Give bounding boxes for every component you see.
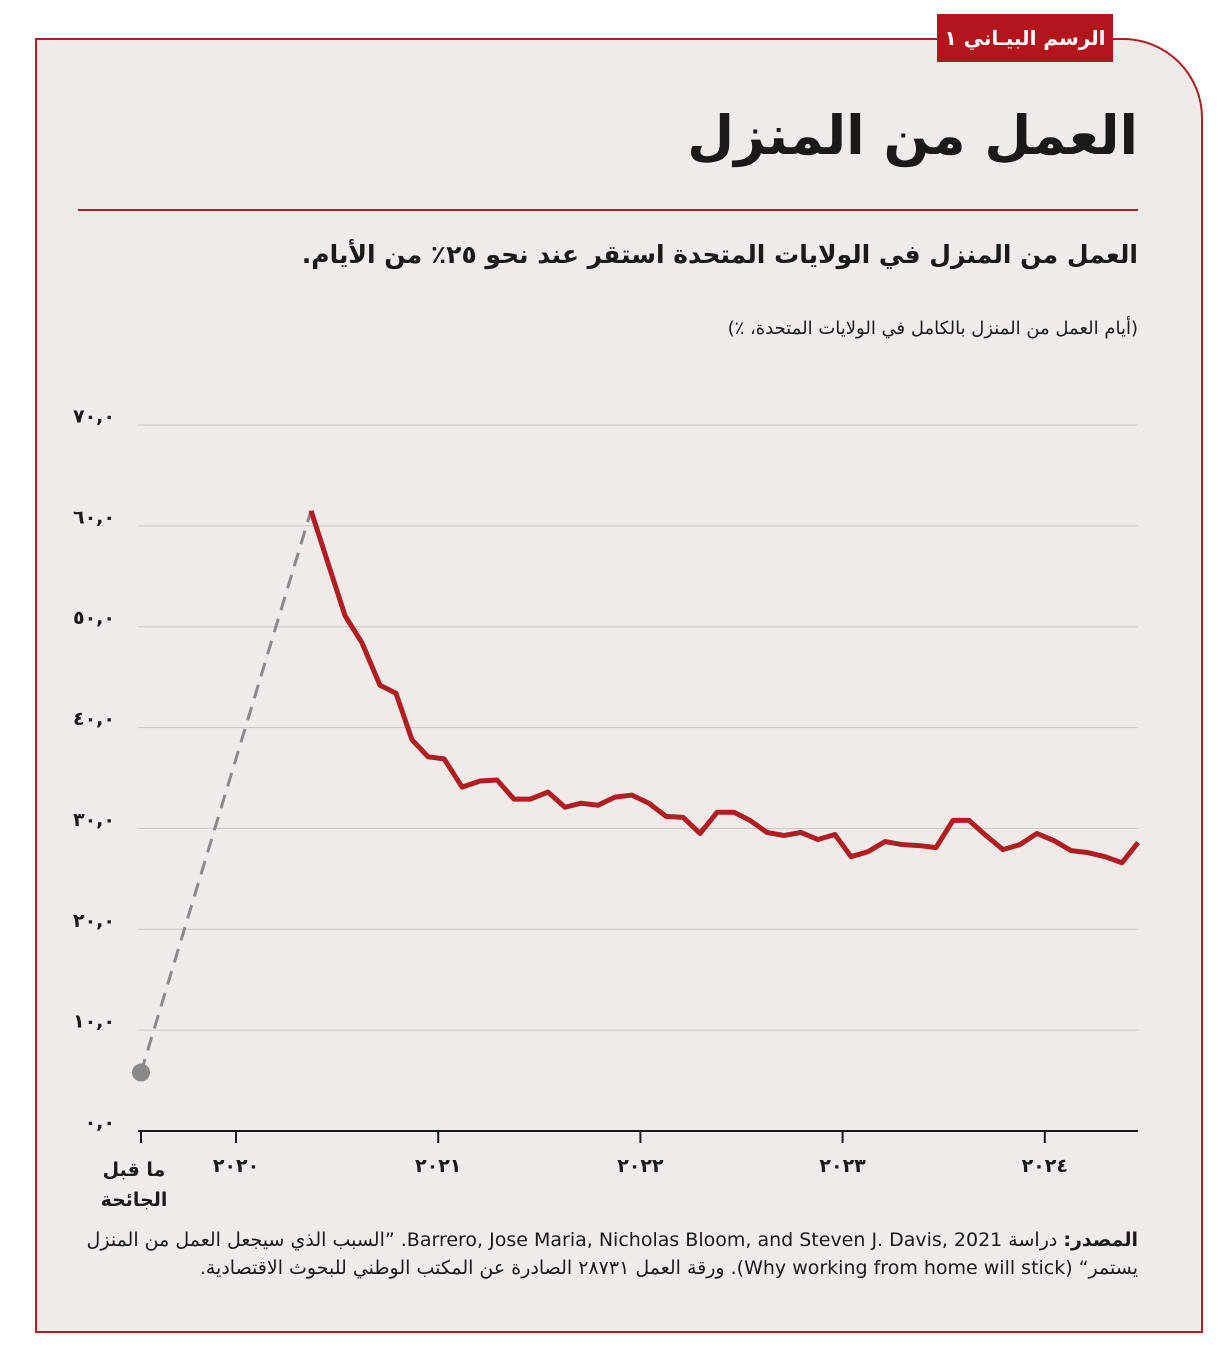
x-tick-label: ما قبل الجائحة: [100, 1159, 168, 1211]
y-axis-label: (أيام العمل من المنزل بالكامل في الولايا…: [727, 318, 1138, 339]
y-tick-label: ٧٠,٠: [73, 406, 115, 428]
title-rule: [78, 209, 1138, 211]
source-label: المصدر:: [1063, 1229, 1138, 1251]
y-tick-label: ٤٠,٠: [73, 708, 115, 730]
source-text: دراسة Barrero, Jose Maria, Nicholas Bloo…: [86, 1229, 1138, 1279]
source-note: المصدر: دراسة Barrero, Jose Maria, Nicho…: [68, 1226, 1138, 1282]
dashed-line: [139, 510, 313, 1073]
x-tick-label: ٢٠٢١: [415, 1155, 462, 1177]
x-tick-label: ٢٠٢٠: [212, 1155, 260, 1177]
x-tick-label: ٢٠٢٣: [819, 1155, 866, 1177]
y-tick-label: ٥٠,٠: [73, 607, 115, 629]
x-tick-label: ٢٠٢٤: [1021, 1155, 1068, 1177]
point: [132, 1063, 150, 1082]
y-tick-label: ١٠,٠: [73, 1011, 115, 1033]
y-tick-label: ٢٠,٠: [73, 910, 115, 932]
chart-subtitle: العمل من المنزل في الولايات المتحدة استق…: [301, 240, 1138, 269]
card: [35, 38, 1203, 1333]
y-tick-label: ٠,٠: [85, 1112, 115, 1134]
y-tick-label: ٦٠,٠: [73, 506, 115, 528]
data-line: [308, 509, 1140, 866]
y-tick-label: ٣٠,٠: [73, 809, 115, 831]
chart-title: العمل من المنزل: [687, 104, 1138, 167]
x-tick-label: ٢٠٢٢: [617, 1155, 664, 1177]
chart-tag: الرسم البيـاني ١: [937, 14, 1113, 62]
